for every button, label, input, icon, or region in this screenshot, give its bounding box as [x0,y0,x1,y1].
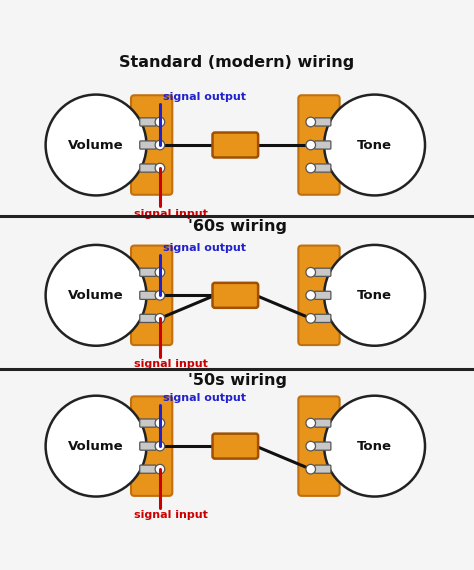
FancyBboxPatch shape [140,442,156,450]
Circle shape [324,245,425,346]
FancyBboxPatch shape [298,396,340,496]
FancyBboxPatch shape [131,396,173,496]
Circle shape [155,314,165,323]
Text: Tone: Tone [357,139,392,152]
Circle shape [306,267,316,277]
FancyBboxPatch shape [298,95,340,195]
Circle shape [306,163,316,173]
FancyBboxPatch shape [212,132,258,157]
FancyBboxPatch shape [140,314,156,323]
FancyBboxPatch shape [315,419,331,427]
Text: signal input: signal input [134,510,208,520]
FancyBboxPatch shape [140,291,156,299]
Text: Volume: Volume [68,139,124,152]
Text: signal output: signal output [163,243,246,253]
Circle shape [155,267,165,277]
Text: Volume: Volume [68,289,124,302]
FancyBboxPatch shape [315,268,331,276]
FancyBboxPatch shape [140,465,156,473]
Circle shape [306,140,316,150]
FancyBboxPatch shape [140,141,156,149]
Text: signal output: signal output [163,393,246,404]
Circle shape [324,95,425,196]
Circle shape [155,441,165,451]
Text: signal input: signal input [134,359,208,369]
Text: Volume: Volume [68,439,124,453]
Circle shape [46,95,146,196]
FancyBboxPatch shape [315,314,331,323]
Circle shape [306,441,316,451]
FancyBboxPatch shape [315,118,331,126]
Circle shape [155,140,165,150]
FancyBboxPatch shape [298,246,340,345]
Circle shape [155,418,165,428]
Circle shape [46,396,146,496]
Text: Standard (modern) wiring: Standard (modern) wiring [119,55,355,70]
FancyBboxPatch shape [140,118,156,126]
Text: '50s wiring: '50s wiring [188,373,286,388]
FancyBboxPatch shape [315,442,331,450]
Circle shape [306,291,316,300]
FancyBboxPatch shape [131,246,173,345]
Circle shape [306,465,316,474]
Text: Tone: Tone [357,289,392,302]
Circle shape [155,163,165,173]
FancyBboxPatch shape [140,268,156,276]
FancyBboxPatch shape [315,141,331,149]
FancyBboxPatch shape [140,164,156,172]
Circle shape [155,117,165,127]
Circle shape [155,291,165,300]
FancyBboxPatch shape [212,434,258,459]
Circle shape [324,396,425,496]
Circle shape [306,314,316,323]
Text: Tone: Tone [357,439,392,453]
Circle shape [306,117,316,127]
Text: signal output: signal output [163,92,246,102]
Circle shape [46,245,146,346]
FancyBboxPatch shape [315,164,331,172]
Circle shape [155,465,165,474]
FancyBboxPatch shape [212,283,258,308]
Circle shape [306,418,316,428]
Text: '60s wiring: '60s wiring [188,219,286,234]
FancyBboxPatch shape [140,419,156,427]
FancyBboxPatch shape [131,95,173,195]
FancyBboxPatch shape [315,291,331,299]
FancyBboxPatch shape [315,465,331,473]
Text: signal input: signal input [134,209,208,219]
